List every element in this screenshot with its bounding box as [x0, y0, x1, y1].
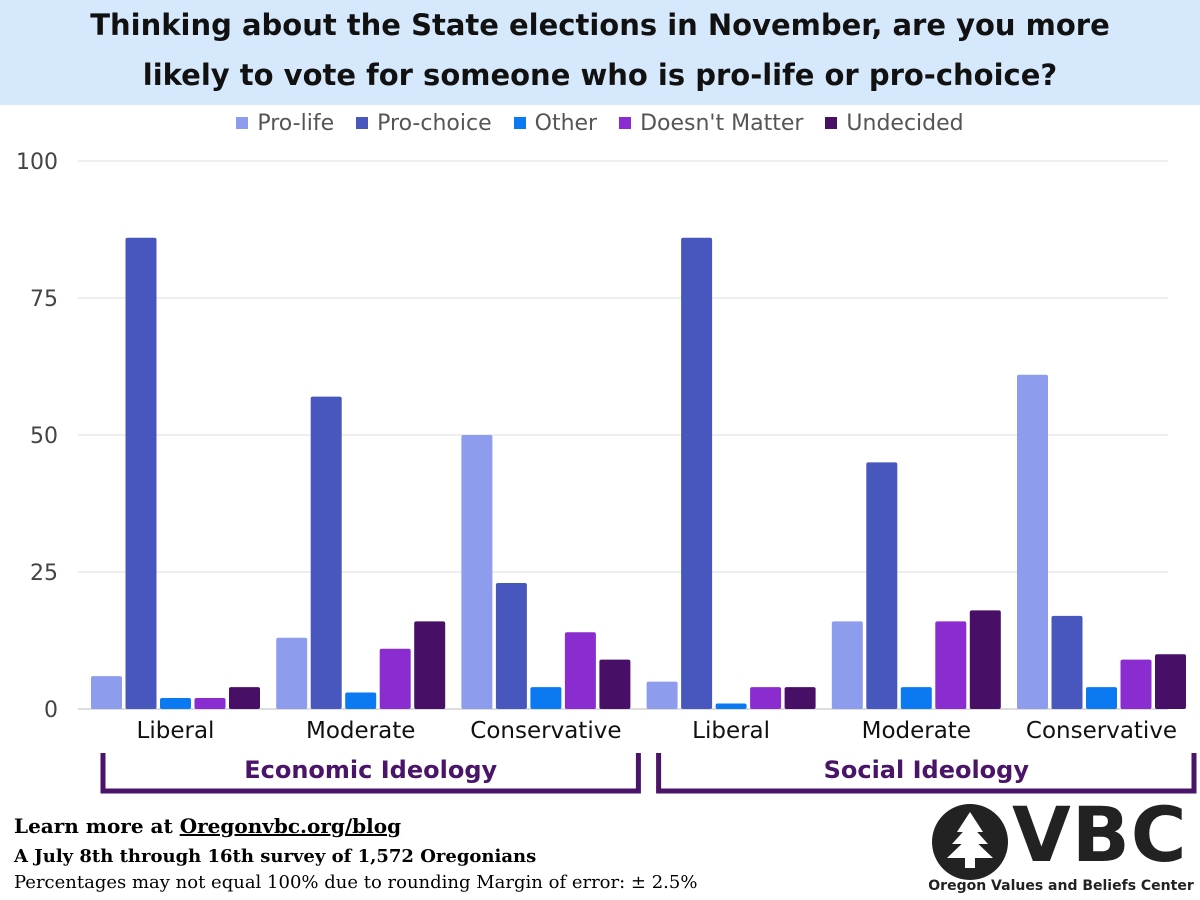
legend-label: Pro-choice	[377, 110, 492, 136]
group-label: Social Ideology	[824, 756, 1030, 784]
bar	[900, 687, 932, 709]
legend-item: Undecided	[825, 110, 964, 136]
bar	[866, 462, 898, 709]
legend-swatch	[356, 117, 369, 129]
bar	[91, 676, 122, 709]
bar	[784, 687, 816, 709]
bar	[125, 237, 157, 709]
group-bracket	[100, 753, 641, 794]
bar	[495, 582, 527, 709]
legend-label: Doesn't Matter	[640, 110, 804, 136]
survey-info: A July 8th through 16th survey of 1,572 …	[14, 846, 537, 867]
bar	[310, 396, 342, 709]
bar	[1086, 687, 1117, 709]
rounding-note: Percentages may not equal 100% due to ro…	[14, 872, 698, 893]
title-banner: Thinking about the State elections in No…	[0, 0, 1200, 105]
x-tick-label: Moderate	[862, 718, 971, 744]
x-tick-label: Conservative	[470, 718, 621, 744]
bar	[194, 698, 226, 709]
chart-legend: Pro-life Pro-choice Other Doesn't Matter Und…	[0, 108, 1200, 138]
legend-item: Pro-life	[236, 111, 334, 136]
bar	[229, 687, 260, 709]
bar	[1051, 615, 1083, 709]
bar	[530, 687, 562, 709]
y-tick-label: 25	[30, 561, 58, 586]
y-tick-label: 100	[16, 150, 58, 175]
legend-item: Other	[513, 110, 598, 136]
logo-tagline: Oregon Values and Beliefs Center	[928, 878, 1194, 894]
legend-swatch	[825, 117, 838, 129]
x-tick-label: Liberal	[137, 718, 215, 744]
bar	[681, 237, 713, 709]
legend-item: Pro-choice	[356, 111, 492, 136]
group-label: Economic Ideology	[244, 756, 497, 784]
x-tick-label: Moderate	[306, 718, 415, 744]
bar	[414, 621, 446, 709]
chart-title-line-2: likely to vote for someone who is pro-li…	[142, 58, 1058, 92]
bar-chart: 0 25 50 75 100 Liberal Moderate Conservative Lib…	[16, 150, 1197, 794]
legend-swatch	[619, 117, 632, 129]
bar	[969, 610, 1001, 709]
bar	[646, 681, 678, 709]
legend-label: Pro-life	[257, 110, 335, 136]
bar	[276, 637, 308, 709]
y-tick-label: 50	[30, 424, 58, 449]
bar	[564, 632, 596, 709]
learn-more-link[interactable]: Oregonvbc.org/blog	[179, 814, 402, 838]
bar	[935, 621, 967, 709]
bar	[461, 435, 493, 709]
x-tick-label: Conservative	[1026, 718, 1177, 744]
legend-item: Doesn't Matter	[619, 111, 803, 136]
x-tick-label: Liberal	[692, 718, 770, 744]
group-bracket	[656, 753, 1197, 794]
chart-title-line-1: Thinking about the State elections in No…	[90, 8, 1110, 42]
bar	[345, 692, 377, 709]
y-tick-label: 0	[44, 698, 58, 723]
bar	[1120, 659, 1152, 709]
y-tick-label: 75	[30, 287, 58, 312]
legend-swatch	[513, 117, 526, 129]
legend-swatch	[236, 117, 249, 129]
learn-more-prefix: Learn more at	[14, 814, 180, 838]
bar	[379, 648, 411, 709]
learn-more-line: Learn more at Oregonvbc.org/blog	[14, 814, 401, 838]
tree-icon	[932, 804, 1008, 880]
bar	[599, 659, 631, 709]
bar	[750, 687, 782, 709]
bar	[1017, 374, 1048, 709]
bar	[831, 621, 863, 709]
bar	[715, 703, 747, 709]
bar	[1155, 654, 1186, 709]
legend-label: Undecided	[846, 110, 964, 136]
vbc-logo: VBC Oregon Values and Beliefs Center	[928, 792, 1194, 896]
logo-letters: VBC	[1012, 790, 1188, 879]
bar	[160, 698, 191, 709]
legend-label: Other	[534, 110, 598, 136]
